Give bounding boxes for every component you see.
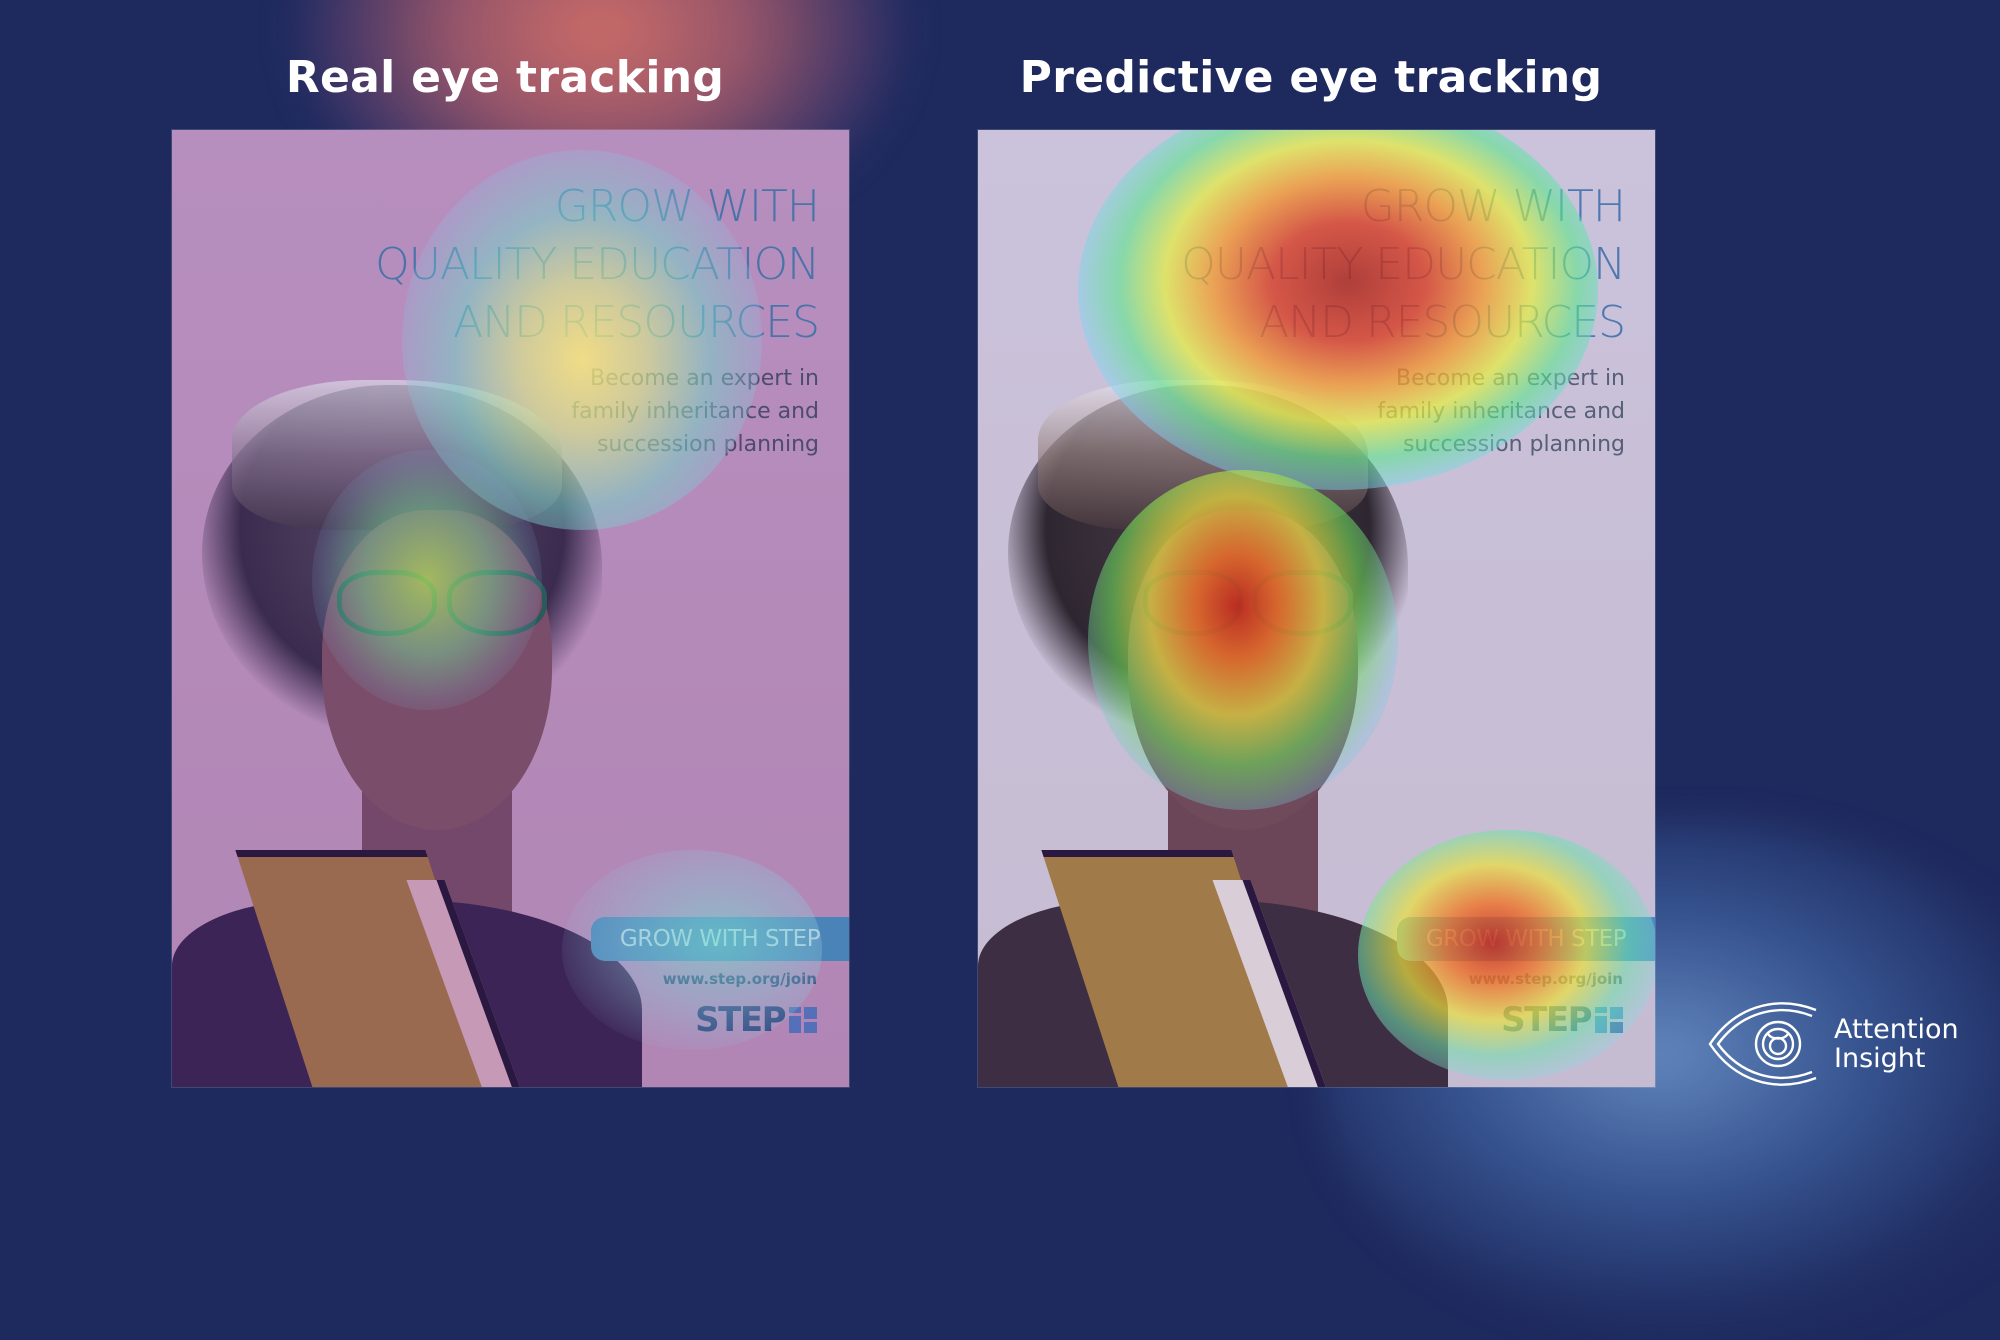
- real-eye-tracking-poster: GROW WITH QUALITY EDUCATION AND RESOURCE…: [172, 130, 849, 1087]
- poster-url: www.step.org/join: [1468, 970, 1623, 988]
- poster-glasses: [1143, 570, 1353, 636]
- attention-insight-logo: Attention Insight: [1704, 1000, 1959, 1088]
- poster-cta-bar: GROW WITH STEP: [591, 917, 849, 961]
- poster-url: www.step.org/join: [662, 970, 817, 988]
- poster-subline: Become an expert in family inheritance a…: [1377, 366, 1625, 457]
- attention-insight-wordmark: Attention Insight: [1834, 1014, 1959, 1074]
- poster-classroom-photo: [232, 380, 562, 530]
- step-logo-mark-icon: [789, 1007, 817, 1033]
- poster-glasses: [337, 570, 547, 636]
- poster-subline: Become an expert in family inheritance a…: [571, 366, 819, 457]
- real-eye-tracking-title: Real eye tracking: [285, 52, 725, 103]
- poster-headline: GROW WITH QUALITY EDUCATION AND RESOURCE…: [1181, 181, 1626, 348]
- poster-face: [1128, 510, 1358, 830]
- predictive-eye-tracking-title: Predictive eye tracking: [1019, 52, 1603, 103]
- poster-cta-bar: GROW WITH STEP: [1397, 917, 1655, 961]
- step-logo: STEP: [695, 1000, 817, 1040]
- eye-icon: [1708, 1002, 1817, 1086]
- poster-headline: GROW WITH QUALITY EDUCATION AND RESOURCE…: [375, 181, 820, 348]
- predictive-eye-tracking-poster: GROW WITH QUALITY EDUCATION AND RESOURCE…: [978, 130, 1655, 1087]
- poster-face: [322, 510, 552, 830]
- poster-classroom-photo: [1038, 380, 1368, 530]
- step-logo-mark-icon: [1595, 1007, 1623, 1033]
- step-logo: STEP: [1501, 1000, 1623, 1040]
